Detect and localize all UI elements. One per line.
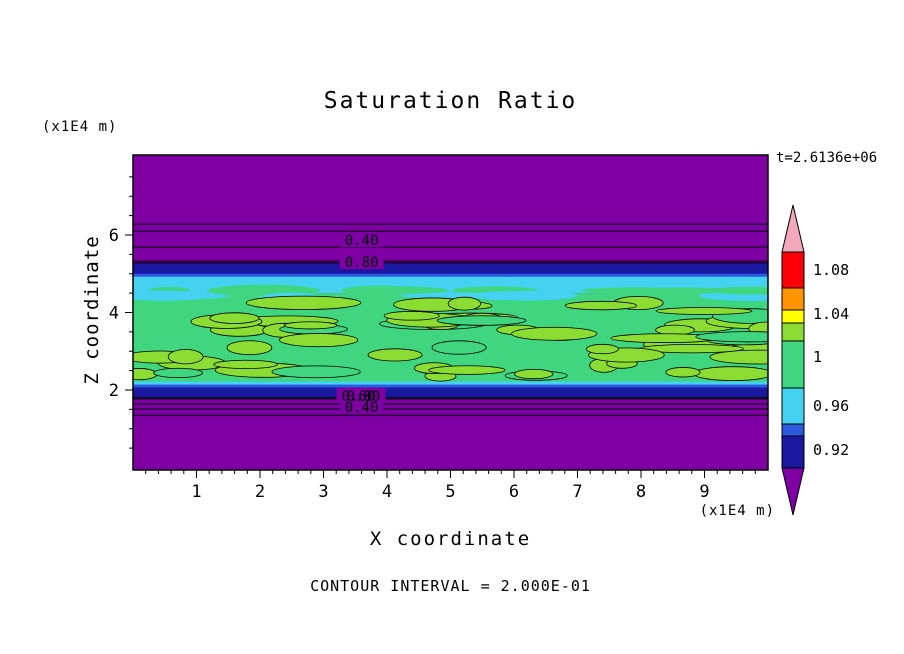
x-tick-label: 3 <box>318 482 328 502</box>
x-tick-label: 6 <box>509 482 519 502</box>
z-tick-label: 6 <box>109 226 119 246</box>
x-tick-label: 4 <box>382 482 392 502</box>
axis-ticks <box>125 176 756 478</box>
colorbar-label: 0.92 <box>813 441 849 459</box>
x-tick-label: 9 <box>699 482 709 502</box>
contour-label: 0.60 <box>342 389 376 405</box>
chart-title: Saturation Ratio <box>323 88 578 114</box>
x-tick-label: 1 <box>191 482 201 502</box>
x-tick-label: 2 <box>255 482 265 502</box>
time-annotation: t=2.6136e+06 <box>776 150 878 166</box>
colorbar-label: 1 <box>813 348 822 366</box>
x-axis-unit: (x1E4 m) <box>699 503 775 519</box>
x-axis-title: X coordinate <box>369 528 532 550</box>
contour-field: 0.400.800.600.800.40 <box>133 155 768 470</box>
x-tick-label: 8 <box>636 482 646 502</box>
colorbar-label: 0.96 <box>813 397 849 415</box>
x-tick-label: 5 <box>445 482 455 502</box>
x-tick-label: 7 <box>572 482 582 502</box>
colorbar-segment <box>781 287 805 311</box>
colorbar-segment <box>781 435 805 469</box>
colorbar-segment <box>781 322 805 342</box>
colorbar-label: 1.08 <box>813 261 849 279</box>
contour-interval-note: CONTOUR INTERVAL = 2.000E-01 <box>310 577 591 595</box>
contour-label: 0.40 <box>345 233 379 249</box>
contour-label: 0.80 <box>345 255 379 271</box>
colorbar-arrow-top <box>781 204 805 253</box>
contour-label: 0.40 <box>345 400 379 416</box>
z-tick-label: 2 <box>109 381 119 401</box>
colorbar-segment <box>781 387 805 425</box>
z-tick-label: 4 <box>109 304 119 324</box>
contour-label: 0.80 <box>347 389 381 405</box>
y-axis-unit: (x1E4 m) <box>42 119 118 135</box>
colorbar-segment <box>781 309 805 324</box>
colorbar-arrow-bottom <box>781 467 805 516</box>
colorbar-label: 1.04 <box>813 305 849 323</box>
colorbar-segment <box>781 340 805 389</box>
colorbar: 1.08 1.04 1 0.96 0.92 <box>781 204 849 516</box>
colorbar-segment <box>781 251 805 289</box>
colorbar-segment <box>781 423 805 437</box>
